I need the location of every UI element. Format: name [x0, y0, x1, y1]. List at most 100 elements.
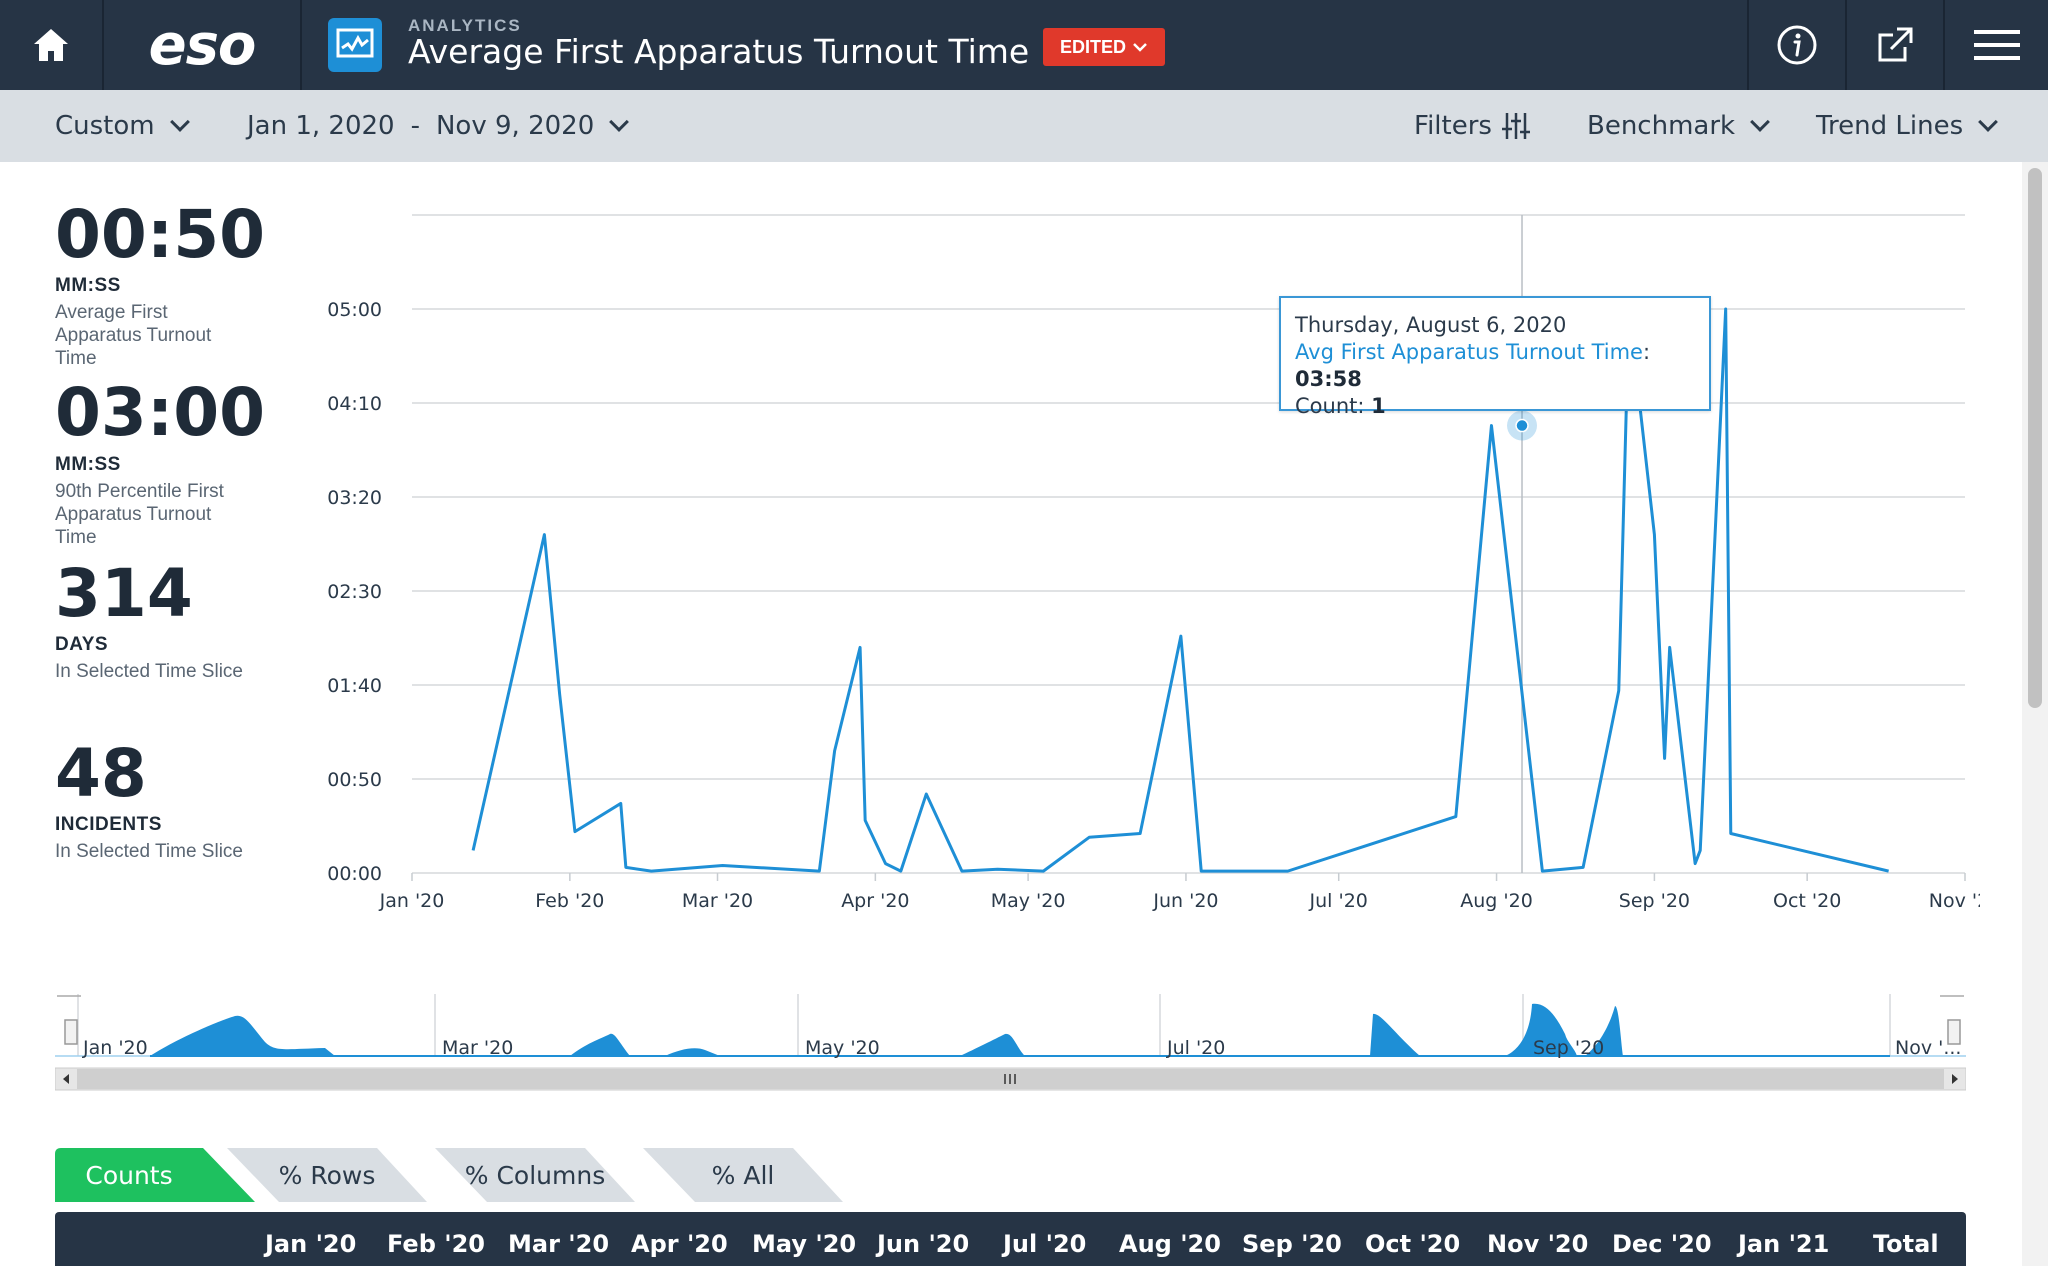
tooltip-date: Thursday, August 6, 2020	[1295, 313, 1567, 337]
chevron-down-icon	[169, 112, 190, 132]
tooltip-count-value: 1	[1371, 394, 1386, 418]
kpi-avg-value: 00:50	[55, 196, 266, 273]
table-header-cell: Jul '20	[1003, 1230, 1087, 1258]
x-tick-label: Apr '20	[841, 890, 909, 912]
chevron-down-icon	[1978, 112, 1999, 132]
kpi-p90-desc: 90th Percentile First Apparatus Turnout …	[55, 481, 224, 548]
edited-badge[interactable]: EDITED	[1043, 28, 1165, 66]
tooltip-series-row: Avg First Apparatus Turnout Time: 03:58	[1295, 340, 1651, 391]
x-tick-label: Mar '20	[682, 890, 753, 912]
table-header-cell: Sep '20	[1242, 1230, 1342, 1258]
x-tick-label: Jan '20	[379, 890, 445, 912]
report-title: Average First Apparatus Turnout Time	[408, 32, 1030, 71]
hamburger-menu-icon	[1973, 30, 2020, 60]
filters-button[interactable]: Filters	[1414, 90, 1530, 162]
line-chart: 00:00 00:50 01:40 02:30 03:20 04:10 05:00 Jan '…	[300, 190, 2001, 920]
benchmark-dropdown[interactable]: Benchmark	[1587, 90, 1770, 162]
range-preset-dropdown[interactable]: Custom	[55, 90, 190, 162]
highlight-marker	[1515, 418, 1529, 433]
tab-percent-columns[interactable]: % Columns	[435, 1148, 635, 1202]
x-tick-label: Nov '20	[1929, 890, 1980, 912]
table-header-cell: Jan '21	[1738, 1230, 1830, 1258]
kpi-avg-desc: Average First Apparatus Turnout Time	[55, 302, 212, 369]
navigator-label: Mar '20	[442, 1037, 513, 1059]
info-icon	[1777, 25, 1817, 65]
eso-logo[interactable]: eso	[148, 12, 257, 78]
y-tick-label: 00:00	[327, 863, 382, 885]
vertical-scrollbar[interactable]	[2022, 162, 2048, 1266]
filter-bar: Custom Jan 1, 2020 - Nov 9, 2020 Filters…	[0, 90, 2048, 162]
table-header-cell: Jun '20	[877, 1230, 970, 1258]
kpi-days-value: 314	[55, 555, 193, 632]
home-button[interactable]	[0, 0, 102, 90]
tooltip-value: 03:58	[1295, 367, 1362, 391]
kpi-days-desc: In Selected Time Slice	[55, 661, 243, 682]
table-header-cell: Dec '20	[1612, 1230, 1712, 1258]
kpi-incidents-value: 48	[55, 735, 147, 812]
navigator-svg: Jan '20 Mar '20 May '20 Jul '20 Sep '20 Nov '…	[54, 994, 1967, 1091]
chevron-down-icon	[609, 112, 630, 132]
top-bar: eso ANALYTICS Average First Apparatus Tu…	[0, 0, 2048, 90]
tooltip-count-label: Count	[1295, 394, 1358, 418]
external-link-icon	[1878, 27, 1913, 62]
trend-lines-dropdown[interactable]: Trend Lines	[1816, 90, 1999, 162]
navigator-label: May '20	[805, 1037, 880, 1059]
y-tick-label: 04:10	[327, 393, 382, 415]
kpi-incidents-desc: In Selected Time Slice	[55, 841, 243, 862]
filter-sliders-icon	[1501, 113, 1530, 139]
table-header-cell: Jan '20	[265, 1230, 357, 1258]
kpi-incidents-unit: INCIDENTS	[55, 814, 162, 835]
x-tick-label: Feb '20	[535, 890, 604, 912]
menu-button[interactable]	[1945, 0, 2048, 90]
chart-svg: 00:00 00:50 01:40 02:30 03:20 04:10 05:00 Jan '…	[327, 214, 2001, 912]
x-tick-label: Jul '20	[1309, 890, 1368, 912]
navigator-left-handle[interactable]	[64, 1019, 78, 1045]
kpi-avg-unit: MM:SS	[55, 275, 121, 296]
range-navigator[interactable]: Jan '20 Mar '20 May '20 Jul '20 Sep '20 Nov '…	[54, 994, 1967, 1094]
table-header-cell: Nov '20	[1487, 1230, 1589, 1258]
table-header-cell: May '20	[752, 1230, 857, 1258]
x-tick-label: Aug '20	[1460, 890, 1533, 912]
navigator-label: Jan '20	[82, 1037, 148, 1059]
y-tick-label: 00:50	[327, 769, 382, 791]
info-button[interactable]	[1749, 0, 1845, 90]
tab-percent-all[interactable]: % All	[643, 1148, 843, 1202]
arrow-left-icon[interactable]	[63, 1074, 69, 1084]
x-tick-label: May '20	[991, 890, 1066, 912]
x-tick-label: Sep '20	[1619, 890, 1690, 912]
kpi-p90-value: 03:00	[55, 374, 266, 451]
table-header-cell: Apr '20	[631, 1230, 728, 1258]
scrollbar-thumb[interactable]	[2028, 168, 2042, 708]
arrow-right-icon[interactable]	[1952, 1074, 1958, 1084]
date-range-picker[interactable]: Jan 1, 2020 - Nov 9, 2020	[247, 90, 630, 162]
table-header-cell: Mar '20	[508, 1230, 610, 1258]
navigator-right-handle[interactable]	[1947, 1019, 1961, 1045]
table-header-cell: Total	[1873, 1230, 1939, 1258]
y-tick-label: 02:30	[327, 581, 382, 603]
navigator-label: Sep '20	[1533, 1037, 1604, 1059]
tab-percent-rows[interactable]: % Rows	[227, 1148, 427, 1202]
kpi-p90-unit: MM:SS	[55, 454, 121, 475]
tooltip-count-row: Count: 1	[1295, 394, 1386, 418]
table-header-cell: Feb '20	[387, 1230, 485, 1258]
chevron-down-icon	[1133, 43, 1147, 52]
navigator-label: Jul '20	[1166, 1037, 1225, 1059]
table-header-cell: Oct '20	[1365, 1230, 1461, 1258]
analytics-app-icon	[328, 18, 382, 72]
y-tick-label: 01:40	[327, 675, 382, 697]
y-tick-label: 03:20	[327, 487, 382, 509]
module-label: ANALYTICS	[408, 16, 522, 35]
navigator-label: Nov '...	[1895, 1037, 1961, 1059]
export-button[interactable]	[1847, 0, 1943, 90]
kpi-days-unit: DAYS	[55, 634, 109, 655]
home-icon	[34, 29, 68, 61]
chevron-down-icon	[1750, 112, 1770, 132]
tooltip-series: Avg First Apparatus Turnout Time	[1295, 340, 1643, 364]
tab-counts[interactable]: Counts	[55, 1148, 255, 1202]
chart-tooltip: Thursday, August 6, 2020 Avg First Appar…	[1279, 296, 1711, 418]
series-line	[471, 307, 1889, 873]
y-tick-label: 05:00	[327, 299, 382, 321]
navigator-area	[150, 1003, 1623, 1056]
table-header: Jan '20 Feb '20 Mar '20 Apr '20 May '20 …	[55, 1212, 1966, 1266]
table-header-cell: Aug '20	[1119, 1230, 1221, 1258]
